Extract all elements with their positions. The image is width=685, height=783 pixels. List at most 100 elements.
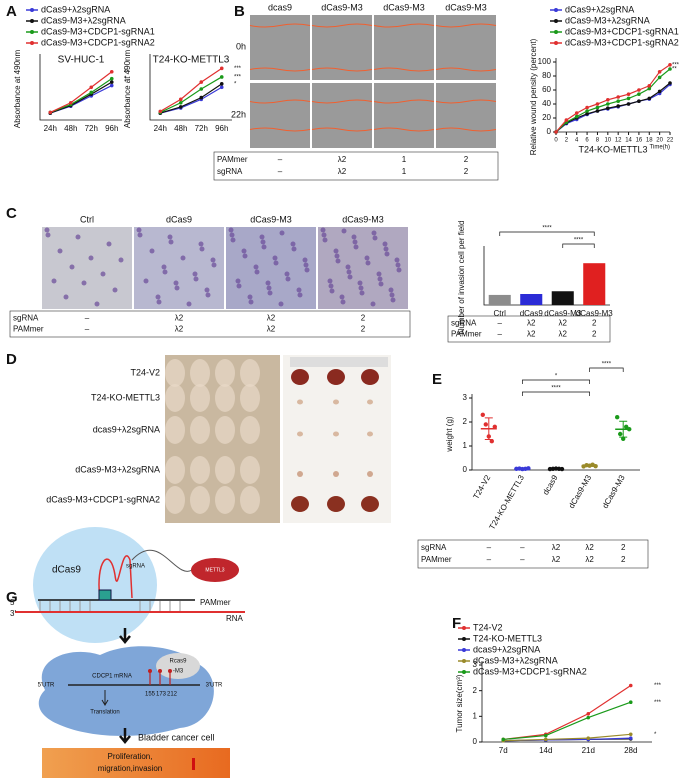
cell-stain [204, 287, 210, 293]
table-cell: 2 [361, 314, 366, 323]
table-cell: λ2 [552, 555, 561, 564]
table-row-label: PAMmer [421, 555, 452, 564]
invasion-image [318, 227, 408, 309]
y-axis-title: Absorbance at 490nm [123, 50, 132, 129]
cell-stain [352, 239, 358, 245]
point [480, 412, 485, 417]
x-tick-label: Ctrl [494, 309, 507, 318]
panel-label: B [234, 3, 245, 20]
cell-label: Bladder cancer cell [138, 732, 215, 742]
writer-shape [191, 558, 239, 582]
translation-label: Translation [90, 710, 119, 716]
bar [488, 294, 511, 305]
significance: *** [234, 75, 242, 81]
bracket [589, 367, 624, 372]
point [586, 715, 591, 720]
mouse [190, 384, 210, 412]
rna-label: RNA [226, 614, 244, 623]
image-header: dCas9-M3 [342, 214, 384, 224]
cell-stain [155, 294, 161, 300]
cell-stain [334, 253, 340, 259]
significance: **** [574, 238, 584, 244]
axis [471, 394, 640, 471]
cell-stain [261, 244, 267, 250]
significance: **** [602, 362, 612, 368]
point [219, 66, 224, 71]
cell-stain [376, 271, 382, 277]
table-cell: λ2 [267, 325, 276, 334]
x-tick-label: dCas9-M3 [567, 473, 594, 510]
cell-stain [106, 241, 112, 247]
table-cell: λ2 [175, 314, 184, 323]
wound-edge [311, 99, 373, 132]
image-header: dCas9-M3 [383, 2, 425, 12]
significance: **** [542, 226, 552, 232]
legend-label: dCas9-M3+CDCP1-sgRNA1 [565, 26, 679, 36]
y-tick-label: 3 [463, 393, 468, 402]
mouse [190, 486, 210, 514]
tumor [291, 496, 309, 512]
point [178, 100, 183, 105]
site-label: 155 [145, 692, 156, 698]
row-label: 22h [231, 109, 246, 119]
table-row-label: sgRNA [421, 543, 447, 552]
image-header: Ctrl [80, 214, 94, 224]
table-cell: – [85, 314, 90, 323]
cell-stain [353, 244, 359, 250]
y-tick-label: 100 [538, 57, 552, 66]
table-frame [9, 310, 411, 338]
cell-stain [236, 283, 242, 289]
point [574, 114, 579, 119]
point [668, 63, 672, 67]
cell-stain [162, 269, 168, 275]
cell-stain [174, 285, 180, 291]
arrow [119, 628, 131, 644]
utr3: 3'UTR [206, 683, 223, 689]
panel-label: F [452, 615, 461, 632]
point [219, 82, 224, 86]
wound-edge [249, 99, 311, 132]
cell-stain [395, 262, 401, 268]
legend-label: T24-V2 [473, 622, 503, 632]
cell-stain [339, 294, 345, 300]
x-axis-title: T24-KO-METTL3 [578, 144, 647, 154]
panel-label: C [6, 205, 17, 222]
cell-stain [370, 301, 376, 307]
significance: ** [124, 69, 129, 75]
cell-stain [327, 278, 333, 284]
panel-label: A [6, 3, 17, 20]
table-cell: – [498, 330, 503, 339]
cell-stain [88, 255, 94, 261]
point [543, 737, 548, 742]
invasion-image [134, 227, 224, 309]
table-cell: – [520, 543, 525, 552]
cell-stain [321, 232, 327, 238]
cell-stain [278, 301, 284, 307]
cell-stain [358, 285, 364, 291]
panel-label: E [432, 371, 442, 388]
writer-label: METTL3 [205, 567, 224, 573]
wound-edge [373, 23, 435, 72]
error-bar [619, 420, 628, 438]
point [616, 104, 620, 108]
legend-label: dcas9+λ2sgRNA [473, 644, 540, 654]
series-line [160, 83, 223, 114]
panel-label: D [6, 351, 17, 368]
cell-stain [351, 234, 357, 240]
cell-stain [333, 248, 339, 254]
series-line [555, 83, 671, 133]
cell-stain [45, 232, 51, 238]
cell-stain [136, 227, 142, 233]
mouse [215, 456, 235, 484]
group-label: dCas9-M3+λ2sgRNA [75, 464, 160, 474]
cell-stain [266, 285, 272, 291]
table-cell: 1 [402, 167, 407, 176]
cell-stain [253, 264, 259, 270]
point [647, 86, 652, 91]
legend-marker [462, 659, 466, 663]
wound-edge [311, 23, 373, 72]
point [109, 76, 114, 81]
table-frame [213, 151, 499, 181]
table-cell: λ2 [585, 555, 594, 564]
